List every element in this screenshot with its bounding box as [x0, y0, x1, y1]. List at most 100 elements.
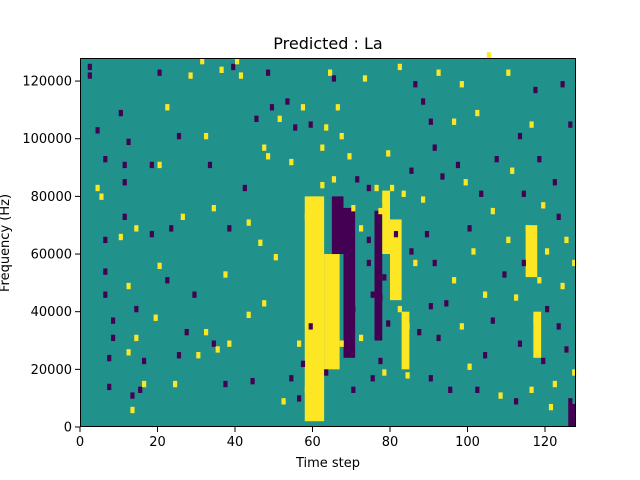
heatmap-cell — [552, 380, 557, 388]
heatmap-cell — [266, 153, 271, 160]
heatmap-cell — [273, 254, 278, 261]
heatmap-cell — [289, 375, 294, 382]
heatmap-cell — [312, 225, 317, 232]
heatmap-cell — [304, 386, 309, 393]
heatmap-cell — [281, 398, 286, 405]
heatmap-cell — [122, 213, 127, 221]
chart-title: Predicted : La — [273, 34, 382, 53]
heatmap-cell — [452, 118, 457, 125]
heatmap-cell — [289, 158, 294, 166]
heatmap-cell — [537, 156, 542, 163]
heatmap-band — [533, 311, 542, 358]
heatmap-cell — [374, 184, 379, 192]
heatmap-band — [382, 190, 390, 255]
heatmap-cell — [227, 340, 232, 347]
heatmap-cell — [188, 72, 193, 79]
heatmap-cell — [405, 372, 410, 379]
heatmap-cell — [564, 236, 569, 244]
x-tick-label: 60 — [304, 435, 321, 450]
heatmap-cell — [548, 403, 554, 411]
heatmap-cell — [103, 291, 108, 298]
heatmap-cell — [378, 294, 383, 301]
heatmap-cell — [347, 153, 352, 160]
heatmap-cell — [440, 173, 445, 180]
heatmap-band — [390, 219, 402, 301]
heatmap-cell — [467, 363, 472, 370]
heatmap-cell — [204, 132, 209, 140]
y-tick-label: 0 — [64, 421, 72, 436]
heatmap-cell — [537, 277, 542, 284]
heatmap-cell — [308, 121, 313, 128]
heatmap-cell — [223, 380, 228, 388]
heatmap-cell — [533, 86, 538, 94]
heatmap-cell — [339, 132, 344, 140]
heatmap-cell — [366, 236, 371, 244]
heatmap-cell — [269, 104, 275, 111]
heatmap-cell — [517, 132, 523, 140]
heatmap-cell — [486, 52, 492, 59]
heatmap-cell — [258, 239, 263, 246]
heatmap-cell — [266, 69, 271, 76]
heatmap-cell — [564, 346, 569, 353]
heatmap-band — [331, 196, 344, 255]
heatmap-cell — [111, 334, 116, 342]
heatmap-cell — [331, 176, 337, 183]
heatmap-band — [324, 254, 340, 370]
heatmap-cell — [99, 193, 104, 200]
heatmap-cell — [506, 236, 511, 244]
heatmap-cell — [176, 352, 182, 359]
heatmap-cell — [556, 323, 561, 330]
heatmap-cell — [165, 277, 170, 284]
heatmap-cell — [262, 144, 267, 151]
heatmap-cell — [382, 196, 387, 203]
heatmap-cell — [227, 225, 232, 232]
heatmap-cell — [355, 176, 360, 183]
heatmap-cell — [386, 320, 391, 327]
heatmap-cell — [452, 277, 457, 284]
heatmap-cell — [436, 69, 441, 76]
heatmap-cell — [134, 305, 139, 313]
heatmap-cell — [545, 248, 550, 255]
heatmap-cell — [521, 259, 526, 267]
heatmap-cell — [467, 225, 472, 232]
heatmap-cell — [126, 282, 131, 290]
heatmap-band — [343, 207, 356, 358]
heatmap-cell — [211, 205, 216, 212]
heatmap-cell — [386, 150, 391, 157]
heatmap-cell — [393, 277, 399, 284]
heatmap-cell — [118, 109, 123, 117]
heatmap-cell — [436, 334, 441, 342]
heatmap-cell — [300, 104, 306, 111]
heatmap-cell — [351, 305, 356, 313]
y-tick-label: 20000 — [31, 363, 72, 378]
heatmap-cell — [130, 406, 135, 414]
heatmap-cell — [328, 69, 333, 76]
heatmap-cell — [339, 340, 344, 347]
heatmap-cell — [335, 104, 340, 111]
heatmap-cell — [165, 104, 170, 111]
heatmap-cell — [122, 161, 127, 169]
heatmap-cell — [331, 75, 337, 82]
heatmap-cell — [223, 271, 228, 278]
y-tick-label: 60000 — [31, 248, 72, 263]
heatmap-cell — [235, 58, 240, 65]
heatmap-cell — [157, 262, 162, 270]
heatmap-cell — [176, 132, 182, 140]
heatmap-cell — [471, 248, 476, 255]
heatmap-band — [304, 196, 325, 422]
heatmap-cell — [149, 161, 154, 169]
heatmap-cell — [103, 236, 108, 244]
heatmap-cell — [242, 184, 247, 192]
x-axis: 0 20 40 60 80 100 120 — [76, 427, 557, 450]
heatmap-cell — [483, 291, 488, 298]
heatmap-cell — [362, 75, 368, 82]
heatmap-cell — [126, 138, 131, 146]
heatmap-cell — [370, 375, 375, 382]
heatmap-cell — [250, 377, 255, 385]
x-tick-label: 100 — [455, 435, 480, 450]
heatmap-cell — [417, 328, 422, 336]
heatmap-cells — [87, 52, 577, 427]
y-tick-label: 80000 — [31, 190, 72, 205]
heatmap-cell — [514, 398, 519, 405]
x-tick-label: 80 — [382, 435, 399, 450]
